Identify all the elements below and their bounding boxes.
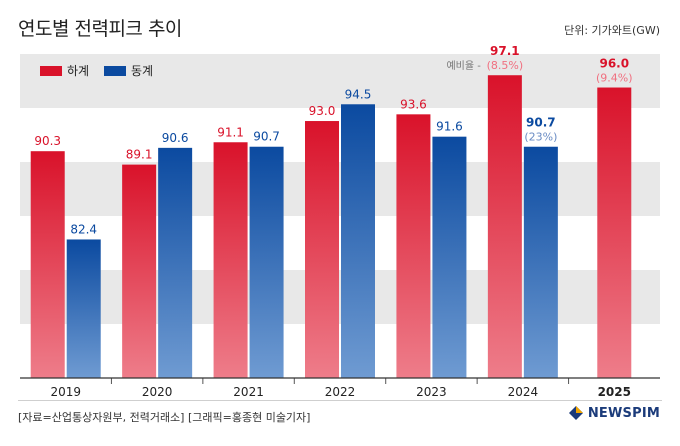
bar-limit-2023: [396, 114, 431, 379]
bar-summer-2024: [523, 146, 558, 378]
value-label-summer-2022: 94.5: [345, 87, 372, 101]
bar-summer-2022: [341, 104, 375, 378]
brand-logo: NEWSPIM: [568, 405, 660, 421]
background-band: [20, 54, 660, 108]
reserve-ratio-limit-2024: (8.5%): [487, 59, 524, 72]
bars: [30, 75, 632, 379]
bar-limit-2025: [597, 87, 632, 378]
bar-limit-2024: [487, 75, 522, 378]
legend-label-summer: 동계: [131, 64, 153, 78]
value-label-summer-2019: 82.4: [70, 222, 97, 236]
reserve-ratio-limit-2025: (9.4%): [596, 72, 633, 85]
bar-limit-2022: [305, 121, 339, 378]
unit-label: 단위: 기가와트(GW): [564, 24, 660, 37]
x-tick-2024: 2024: [508, 385, 539, 399]
x-tick-2020: 2020: [142, 385, 173, 399]
x-tick-2021: 2021: [233, 385, 264, 399]
bar-limit-2021: [213, 142, 248, 378]
value-labels: 90.3 82.4 89.1 90.6 91.1 90.7 93.0 94.5 93.6 91.6…: [34, 44, 632, 236]
value-label-summer-2021: 90.7: [253, 130, 280, 144]
value-label-limit-2020: 89.1: [126, 148, 153, 162]
background-bands: [20, 54, 660, 324]
chart-title: 연도별 전력피크 추이: [18, 18, 182, 40]
x-tick-2025: 2025: [598, 385, 631, 399]
x-tick-2022: 2022: [325, 385, 356, 399]
bar-summer-2019: [66, 239, 101, 378]
x-tick-2019: 2019: [50, 385, 81, 399]
value-label-limit-2024: 97.1: [490, 44, 520, 58]
value-label-limit-2019: 90.3: [34, 134, 61, 148]
brand-name: NEWSPIM: [587, 405, 660, 421]
value-label-limit-2025: 96.0: [599, 57, 629, 71]
bar-summer-2021: [249, 146, 284, 378]
value-label-summer-2020: 90.6: [162, 131, 189, 145]
background-band: [20, 162, 660, 216]
legend-swatch-summer: [104, 66, 126, 76]
legend: 하계 동계: [40, 64, 153, 78]
value-label-limit-2022: 93.0: [309, 104, 336, 118]
background-band: [20, 270, 660, 324]
reserve-ratio-annotation: 예비율 -: [446, 60, 481, 72]
x-axis: 2019 2020 2021 2022 2023 2024 2025: [20, 377, 660, 399]
x-tick-2023: 2023: [416, 385, 447, 399]
bar-summer-2020: [158, 147, 193, 378]
value-label-summer-2023: 91.6: [436, 120, 463, 134]
bar-summer-2023: [432, 136, 467, 378]
reserve-ratio-summer-2024: (23%): [524, 131, 557, 144]
newspim-logo-icon: [568, 406, 583, 420]
footer-divider: [18, 400, 662, 401]
legend-swatch-limit: [40, 66, 62, 76]
bar-limit-2020: [122, 164, 157, 378]
legend-label-limit: 하계: [67, 64, 89, 78]
value-label-limit-2023: 93.6: [400, 97, 427, 111]
value-label-limit-2021: 91.1: [217, 125, 244, 139]
bar-limit-2019: [30, 151, 65, 378]
value-label-summer-2024: 90.7: [526, 116, 556, 130]
source-credit: [자료=산업통상자원부, 전력거래소] [그래픽=홍종현 미술기자]: [18, 411, 311, 424]
